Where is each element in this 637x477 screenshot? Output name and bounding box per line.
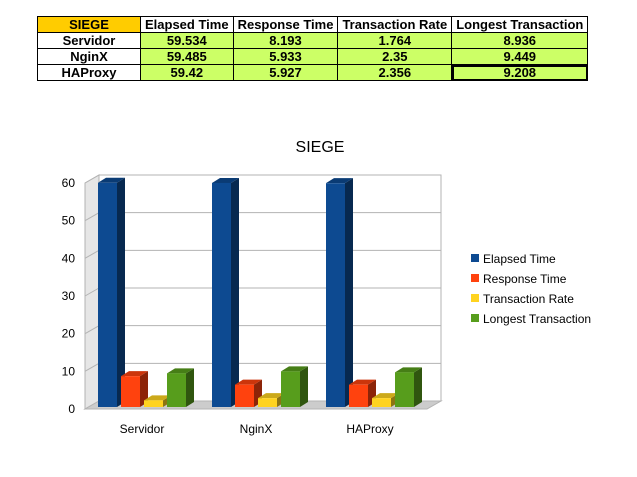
selected-table-cell[interactable]: 9.208: [451, 64, 589, 81]
table-row: NginX 59.485 5.933 2.35 9.449: [37, 48, 589, 65]
legend-label: Elapsed Time: [483, 252, 556, 266]
y-tick-label: 0: [68, 402, 75, 416]
bar: [121, 376, 140, 407]
bar-top: [121, 371, 148, 377]
legend-label: Transaction Rate: [483, 292, 574, 306]
table-cell: 5.927: [232, 64, 339, 81]
bar: [372, 398, 391, 407]
table-cell: 2.356: [337, 64, 453, 81]
bar-top: [349, 379, 376, 385]
bar: [281, 371, 300, 407]
table-cell: 5.933: [232, 48, 339, 65]
category-label: Servidor: [120, 422, 165, 436]
y-tick-label: 20: [62, 327, 76, 341]
column-header-elapsed-time: Elapsed Time: [140, 16, 234, 33]
bar: [326, 183, 345, 407]
y-tick-label: 40: [62, 251, 76, 265]
bar: [395, 372, 414, 407]
y-tick-label: 30: [62, 289, 76, 303]
chart-title: SIEGE: [296, 139, 345, 156]
table-corner-label: SIEGE: [37, 16, 141, 33]
table-cell: 2.35: [337, 48, 453, 65]
results-table: SIEGE Elapsed Time Response Time Transac…: [37, 16, 589, 81]
gridline: [84, 212, 100, 222]
bar-side: [414, 367, 422, 407]
y-tick-label: 50: [62, 214, 76, 228]
bar: [98, 182, 117, 407]
gridline: [84, 362, 100, 372]
row-label: HAProxy: [37, 64, 141, 81]
bar-side: [231, 177, 239, 407]
bar-top: [212, 177, 239, 183]
bar-top: [144, 395, 171, 401]
bar-top: [281, 366, 308, 372]
legend-swatch: [471, 254, 479, 262]
legend-swatch: [471, 294, 479, 302]
y-tick-label: 60: [62, 176, 76, 190]
bar: [144, 400, 163, 407]
table-header-row: SIEGE Elapsed Time Response Time Transac…: [37, 16, 589, 33]
table-cell: 59.534: [140, 32, 234, 49]
column-header-longest-transaction: Longest Transaction: [451, 16, 589, 33]
legend-swatch: [471, 314, 479, 322]
table-cell: 59.42: [140, 64, 234, 81]
row-label: NginX: [37, 48, 141, 65]
gridline: [84, 249, 100, 259]
legend-label: Longest Transaction: [483, 312, 591, 326]
gridline: [84, 287, 100, 297]
bar-top: [372, 393, 399, 399]
gridline: [84, 174, 100, 184]
bar-top: [98, 177, 125, 183]
column-header-response-time: Response Time: [232, 16, 339, 33]
table-row: HAProxy 59.42 5.927 2.356 9.208: [37, 64, 589, 81]
bar: [349, 384, 368, 407]
legend-swatch: [471, 274, 479, 282]
bar: [258, 398, 277, 407]
gridline: [84, 325, 100, 335]
category-label: HAProxy: [346, 422, 393, 436]
bar-side: [117, 177, 125, 407]
bar-side: [140, 371, 148, 407]
bar-top: [326, 178, 353, 184]
bar-top: [258, 393, 285, 399]
y-tick-label: 10: [62, 364, 76, 378]
bar-top: [167, 368, 194, 374]
category-label: NginX: [240, 422, 273, 436]
bar-side: [186, 368, 194, 407]
bar-top: [395, 367, 422, 373]
bar: [212, 182, 231, 407]
bar-top: [235, 379, 262, 385]
plot-area: 0 10 20 30 40 50 60 Servidor NginX HAProxy: [62, 174, 443, 436]
chart-legend: Elapsed Time Response Time Transaction Rat…: [471, 252, 591, 326]
row-label: Servidor: [37, 32, 141, 49]
bar-side: [300, 366, 308, 407]
table-cell: 1.764: [337, 32, 453, 49]
bar-side: [345, 178, 353, 407]
table-cell: 9.449: [451, 48, 589, 65]
legend-label: Response Time: [483, 272, 567, 286]
bar: [235, 384, 254, 407]
bar: [167, 373, 186, 407]
